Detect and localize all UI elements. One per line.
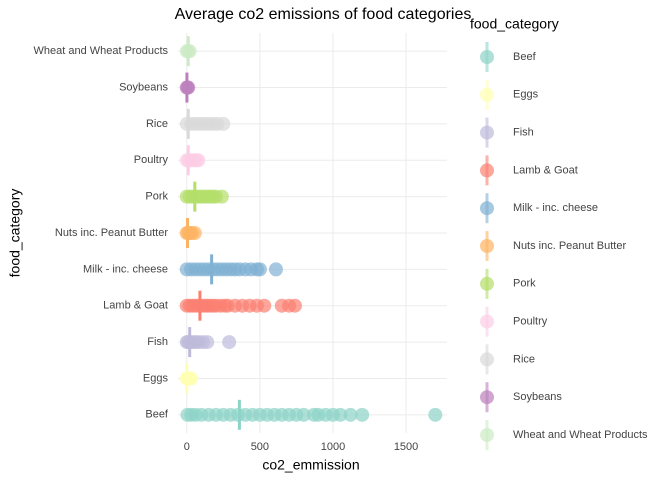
legend-label: Pork [513, 278, 536, 290]
legend-key-point [480, 276, 494, 291]
point [343, 407, 358, 422]
legend-label: Nuts inc. Peanut Butter [513, 240, 626, 252]
y-tick-label: Milk - inc. cheese [83, 263, 168, 275]
y-tick-label: Lamb & Goat [103, 300, 168, 312]
point [214, 189, 229, 204]
chart-title: Average co2 emissions of food categories [175, 6, 472, 23]
y-tick-label: Beef [145, 409, 169, 421]
legend-label: Lamb & Goat [513, 164, 578, 176]
x-tick-label: 1500 [394, 441, 418, 453]
y-tick-label: Nuts inc. Peanut Butter [55, 227, 168, 239]
point [257, 298, 272, 313]
legend-key-point [480, 390, 494, 405]
y-tick-label: Wheat and Wheat Products [33, 45, 168, 57]
x-tick-label: 0 [184, 441, 190, 453]
y-tick-label: Eggs [143, 372, 169, 384]
x-tick-label: 1000 [321, 441, 345, 453]
legend-label: Wheat and Wheat Products [513, 429, 648, 441]
point [216, 116, 231, 131]
x-tick-label: 500 [251, 441, 269, 453]
point [200, 335, 215, 350]
y-tick-label: Rice [146, 118, 168, 130]
y-tick-label: Pork [145, 191, 168, 203]
point [355, 407, 370, 422]
legend-key-point [480, 50, 494, 64]
legend-key-point [480, 87, 494, 102]
legend-key-point [480, 352, 494, 367]
point [287, 298, 302, 313]
legend-label: Eggs [513, 89, 539, 101]
y-axis-label: food_category [7, 189, 23, 278]
legend-key-point [480, 163, 494, 178]
point [222, 335, 237, 350]
legend-label: Rice [513, 353, 535, 365]
y-tick-label: Fish [147, 336, 168, 348]
y-tick-label: Poultry [134, 154, 169, 166]
point [187, 226, 202, 240]
legend-key-point [480, 314, 494, 329]
point [428, 407, 443, 422]
legend-label: Milk - inc. cheese [513, 202, 598, 214]
legend-label: Soybeans [513, 391, 562, 403]
legend-key-point [480, 239, 494, 253]
legend-label: Poultry [513, 316, 548, 328]
point [333, 407, 348, 422]
legend-label: Beef [513, 51, 537, 63]
legend-title: food_category [470, 16, 559, 32]
legend-key-point [480, 125, 494, 140]
point [191, 153, 206, 168]
legend-key-point [480, 201, 494, 216]
y-tick-label: Soybeans [119, 81, 168, 93]
legend-key-point [480, 428, 494, 442]
point [268, 262, 283, 277]
point [252, 262, 267, 277]
point [296, 407, 311, 422]
x-axis-label: co2_emmission [262, 457, 359, 473]
legend-label: Fish [513, 127, 534, 139]
